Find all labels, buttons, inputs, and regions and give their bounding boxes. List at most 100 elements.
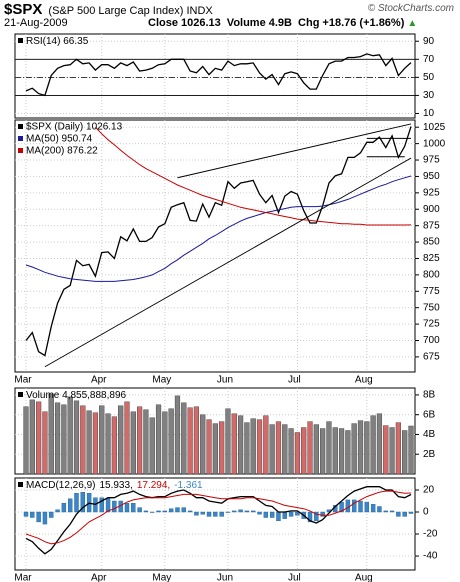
volume-bar: [389, 427, 395, 475]
histogram-bar: [295, 511, 300, 516]
legend-title: Volume 4,855,888,896: [26, 390, 127, 401]
y-tick-label: 800: [423, 270, 440, 281]
legend-swatch: [18, 148, 23, 153]
volume-bar: [54, 402, 61, 475]
volume-bar: [250, 418, 256, 475]
volume-bar: [143, 409, 149, 475]
histogram-bar: [408, 511, 414, 514]
y-tick-label: 675: [423, 352, 440, 363]
volume-bar: [124, 401, 130, 475]
histogram-bar: [307, 511, 313, 523]
volume-bar: [282, 424, 288, 475]
y-tick-label: 825: [423, 253, 440, 264]
volume-bar: [200, 414, 206, 475]
histogram-bar: [225, 511, 231, 513]
volume-bar: [48, 393, 54, 475]
histogram-bar: [99, 497, 104, 513]
volume-bar: [244, 422, 250, 475]
volume-bar: [181, 402, 187, 475]
volume-bar: [332, 427, 338, 475]
histogram-bar: [339, 501, 344, 513]
y-tick-label: 50: [423, 72, 435, 83]
histogram-bar: [124, 503, 130, 513]
volume-bar: [73, 400, 80, 475]
series-line: [25, 490, 412, 545]
volume-bar: [23, 406, 29, 475]
series-line: [25, 175, 412, 282]
histogram-bar: [213, 511, 218, 517]
volume-bar: [193, 406, 200, 475]
histogram-bar: [80, 491, 86, 513]
histogram-bar: [370, 504, 376, 513]
y-tick-label: 1025: [423, 122, 446, 133]
legend-title: RSI(14) 66.35: [26, 36, 89, 47]
histogram-bar: [244, 510, 250, 513]
histogram-bar: [194, 511, 199, 516]
histogram-bar: [251, 510, 256, 513]
volume-bar: [275, 421, 282, 475]
histogram-bar: [112, 500, 117, 513]
histogram-bar: [23, 511, 29, 517]
y-tick-label: 975: [423, 155, 440, 166]
y-tick-label: 10: [423, 108, 435, 119]
volume-bar: [118, 405, 124, 475]
volume-bar: [269, 424, 275, 475]
histogram-bar: [168, 508, 174, 513]
y-tick-label: 90: [423, 36, 435, 47]
histogram-bar: [320, 511, 325, 517]
x-tick-label: Apr: [91, 573, 107, 582]
stats: Close 1026.13 Volume 4.9B Chg +18.76 (+1.86…: [148, 17, 420, 29]
legend-label: RSI(14) 66.35: [26, 36, 89, 47]
volume-bar: [111, 416, 117, 475]
y-tick-label: 950: [423, 171, 440, 182]
histogram-bar: [143, 510, 149, 513]
volume-bar: [174, 395, 181, 475]
volume-label: Volume: [226, 17, 266, 29]
histogram-bar: [36, 511, 41, 523]
volume-bar: [376, 413, 383, 475]
volume-bar: [351, 423, 357, 475]
histogram-bar: [364, 501, 370, 513]
legend-swatch: [18, 136, 23, 141]
volume-bar: [364, 421, 370, 475]
y-tick-label: 20: [423, 485, 435, 496]
y-tick-label: 700: [423, 335, 440, 346]
histogram-bar: [156, 510, 161, 513]
volume-bar: [326, 421, 332, 475]
volume-bar: [80, 405, 86, 475]
legend-entry: MA(200) 876.22: [26, 146, 98, 157]
header-stats: 21-Aug-2009 Close 1026.13 Volume 4.9B Chg +…: [4, 17, 456, 29]
histogram-bar: [276, 511, 281, 522]
y-tick-label: 70: [423, 54, 435, 65]
histogram-bar: [351, 499, 357, 513]
volume-bar: [99, 405, 105, 475]
histogram-bar: [402, 511, 407, 517]
histogram-bar: [49, 511, 54, 518]
volume-bar: [219, 421, 225, 475]
volume-bar: [288, 428, 294, 475]
histogram-bar: [257, 511, 262, 515]
x-tick-label: Jun: [217, 375, 233, 386]
volume-bar: [42, 411, 48, 475]
histogram-bar: [42, 511, 48, 525]
x-tick-label: Mar: [14, 573, 32, 582]
volume-bar: [237, 415, 244, 475]
histogram-bar: [269, 511, 275, 518]
y-tick-label: 4B: [423, 429, 436, 440]
series-line: [95, 126, 412, 226]
histogram-bar: [61, 503, 67, 513]
x-tick-label: Mar: [14, 375, 32, 386]
y-tick-label: 0: [423, 507, 429, 518]
volume-bar: [86, 410, 92, 475]
date: 21-Aug-2009: [4, 17, 68, 29]
histogram-bar: [55, 509, 60, 513]
volume-bar: [301, 427, 307, 475]
volume-bar: [29, 399, 35, 475]
volume-bar: [395, 422, 401, 475]
volume-bar: [225, 408, 231, 475]
histogram-bar: [74, 493, 79, 513]
legend-entry: 17.294,: [137, 480, 170, 491]
histogram-bar: [383, 510, 388, 513]
